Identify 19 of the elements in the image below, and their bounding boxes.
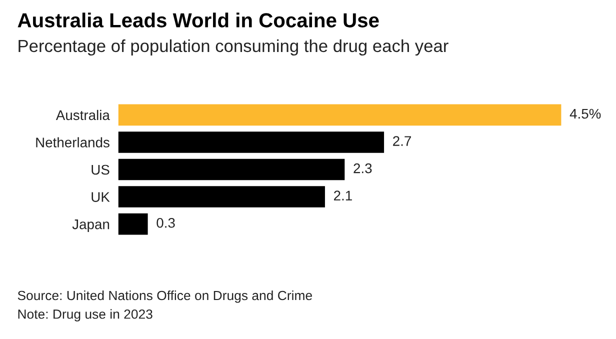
data-label: 2.7 bbox=[393, 136, 411, 146]
y-tick-label: UK bbox=[92, 192, 110, 202]
data-label: 2.3 bbox=[354, 163, 372, 174]
bar bbox=[118, 213, 148, 235]
chart-title: Australia Leads World in Cocaine Use bbox=[18, 12, 379, 28]
bar bbox=[118, 158, 345, 180]
y-tick-label: US bbox=[92, 164, 110, 175]
text: Note: Drug use in 2023 bbox=[18, 309, 152, 322]
data-label: 4.5% bbox=[570, 108, 601, 119]
chart-subtitle: Percentage of population consuming the drug each year bbox=[18, 39, 448, 56]
source-note: Source: United Nations Office on Drugs and Crime bbox=[18, 290, 312, 303]
data-label: 0.3 bbox=[156, 218, 175, 228]
bar bbox=[118, 132, 384, 153]
y-tick-label: Australia bbox=[56, 110, 110, 120]
bar bbox=[118, 104, 562, 126]
y-tick-label: Netherlands bbox=[36, 137, 110, 148]
bar bbox=[118, 186, 325, 208]
data-label: 2.1 bbox=[334, 190, 352, 200]
y-tick-label: Japan bbox=[72, 220, 110, 232]
